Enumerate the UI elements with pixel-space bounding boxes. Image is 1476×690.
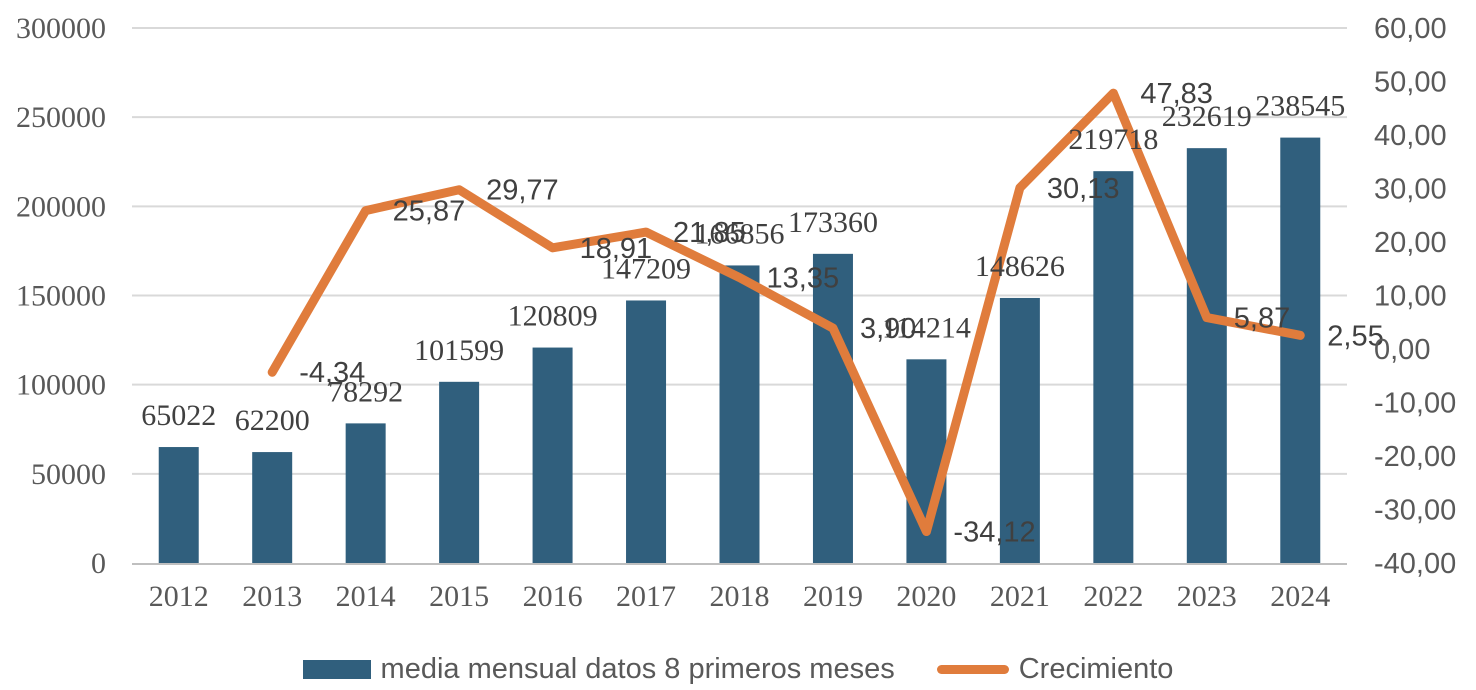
right-axis-tick-label: 50,00 bbox=[1374, 67, 1447, 99]
x-axis-label-2012: 2012 bbox=[149, 580, 209, 613]
bar-2022 bbox=[1093, 171, 1134, 564]
left-axis-tick-label: 300000 bbox=[16, 12, 106, 45]
line-data-label-2019: 3,90 bbox=[860, 313, 916, 345]
bar-data-label-2016: 120809 bbox=[508, 300, 598, 333]
bar-data-label-2017: 147209 bbox=[601, 252, 691, 285]
bar-data-label-2013: 62200 bbox=[235, 404, 310, 437]
left-axis-tick-label: 200000 bbox=[16, 190, 106, 223]
line-data-label-2014: 25,87 bbox=[393, 196, 466, 228]
x-axis-label-2014: 2014 bbox=[336, 580, 396, 613]
legend-item-bar-series: media mensual datos 8 primeros meses bbox=[302, 652, 895, 685]
line-data-label-2022: 47,83 bbox=[1140, 78, 1213, 110]
right-axis-tick-label: -10,00 bbox=[1374, 388, 1456, 420]
line-data-label-2017: 21,85 bbox=[673, 217, 746, 249]
right-axis-tick-label: 30,00 bbox=[1374, 174, 1447, 206]
bar-data-label-2024: 238545 bbox=[1255, 90, 1345, 123]
bar-data-label-2020: 114214 bbox=[882, 311, 971, 344]
bar-2019 bbox=[812, 253, 853, 563]
bar-data-label-2018: 166856 bbox=[695, 217, 785, 250]
right-axis-tick-label: 60,00 bbox=[1374, 13, 1447, 45]
line-data-label-2020: -34,12 bbox=[953, 517, 1035, 549]
bar-series-label: media mensual datos 8 primeros meses bbox=[380, 652, 895, 685]
x-axis-label-2015: 2015 bbox=[429, 580, 489, 613]
growth-line bbox=[267, 88, 1305, 537]
left-axis-tick-label: 50000 bbox=[31, 458, 106, 491]
line-series-label: Crecimiento bbox=[1018, 652, 1174, 685]
bar-2016 bbox=[532, 347, 573, 563]
legend-item-line-series: Crecimiento bbox=[936, 652, 1174, 685]
x-axis-label-2023: 2023 bbox=[1177, 580, 1237, 613]
left-axis-tick-label: 150000 bbox=[16, 280, 106, 313]
x-axis-label-2024: 2024 bbox=[1270, 580, 1330, 613]
bar-2013 bbox=[252, 452, 293, 563]
legend: media mensual datos 8 primeros meses Cre… bbox=[0, 648, 1476, 690]
line-data-label-2023: 5,87 bbox=[1234, 303, 1290, 335]
x-axis-label-2013: 2013 bbox=[242, 580, 302, 613]
right-axis-tick-label: -30,00 bbox=[1374, 495, 1456, 527]
right-axis-tick-label: 10,00 bbox=[1374, 281, 1447, 313]
line-data-label-2013: -4,34 bbox=[299, 357, 365, 389]
bar-data-label-2021: 148626 bbox=[975, 250, 1065, 283]
line-data-label-2016: 18,91 bbox=[580, 233, 653, 265]
bar-2021 bbox=[999, 297, 1040, 563]
right-axis-tick-label: 0,00 bbox=[1374, 334, 1430, 366]
x-axis-label-2020: 2020 bbox=[896, 580, 956, 613]
right-axis-tick-label: -40,00 bbox=[1374, 548, 1456, 580]
bar-2024 bbox=[1280, 137, 1321, 563]
bar-2017 bbox=[626, 300, 667, 563]
bar-2014 bbox=[345, 423, 386, 563]
bar-2015 bbox=[439, 381, 480, 563]
x-axis-label-2022: 2022 bbox=[1083, 580, 1143, 613]
bar-data-label-2012: 65022 bbox=[141, 399, 216, 432]
x-axis-label-2021: 2021 bbox=[990, 580, 1050, 613]
bar-data-label-2022: 219718 bbox=[1068, 123, 1158, 156]
right-axis-tick-label: 40,00 bbox=[1374, 120, 1447, 152]
x-axis-label-2018: 2018 bbox=[710, 580, 770, 613]
bar-data-label-2014: 78292 bbox=[328, 375, 403, 408]
bar-2012 bbox=[158, 447, 199, 563]
right-axis-tick-label: 20,00 bbox=[1374, 227, 1447, 259]
line-series-swatch bbox=[936, 664, 1009, 674]
bar-2018 bbox=[719, 265, 760, 563]
line-data-label-2015: 29,77 bbox=[486, 175, 559, 207]
bar-data-label-2015: 101599 bbox=[414, 334, 504, 367]
bar-2023 bbox=[1186, 148, 1227, 563]
x-axis-label-2016: 2016 bbox=[523, 580, 583, 613]
x-axis-label-2017: 2017 bbox=[616, 580, 676, 613]
right-axis-tick-label: -20,00 bbox=[1374, 441, 1456, 473]
left-axis-tick-label: 250000 bbox=[16, 101, 106, 134]
x-axis-label-2019: 2019 bbox=[803, 580, 863, 613]
bar-data-label-2019: 173360 bbox=[788, 206, 878, 239]
line-data-label-2021: 30,13 bbox=[1047, 173, 1120, 205]
bar-series-swatch bbox=[302, 659, 371, 679]
line-data-label-2018: 13,35 bbox=[767, 263, 840, 295]
line-data-label-2024: 2,55 bbox=[1327, 320, 1383, 352]
left-axis-tick-label: 100000 bbox=[16, 369, 106, 402]
left-axis-tick-label: 0 bbox=[91, 547, 106, 580]
bar-data-label-2023: 232619 bbox=[1162, 100, 1252, 133]
